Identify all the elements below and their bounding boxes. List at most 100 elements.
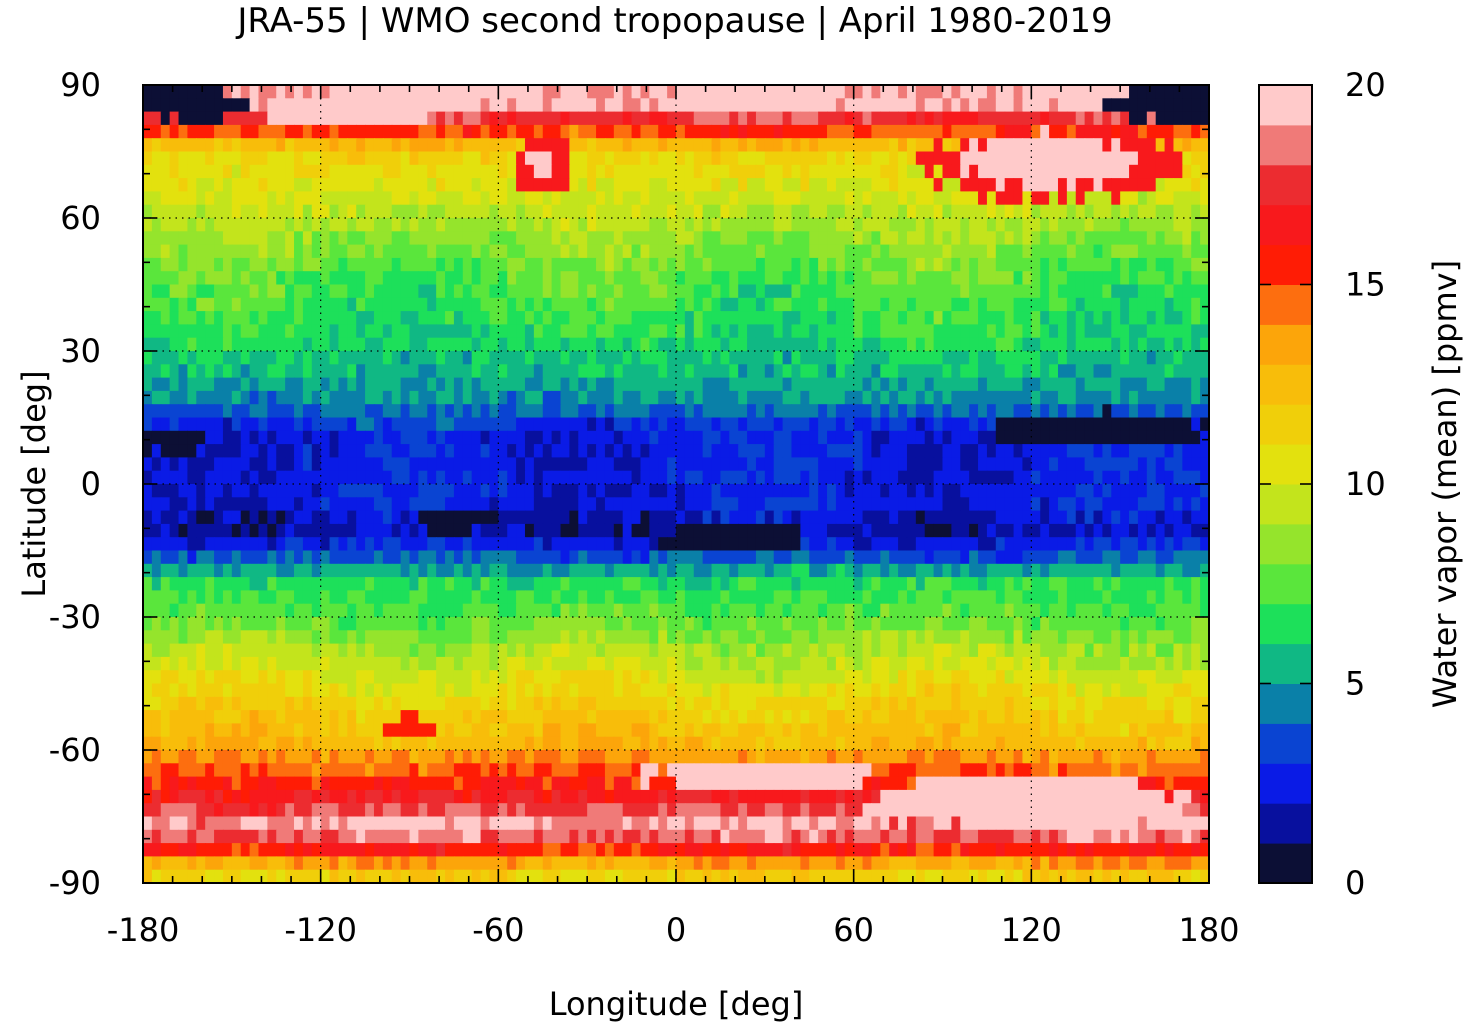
heatmap-cell <box>747 617 757 631</box>
heatmap-cell <box>729 497 739 512</box>
heatmap-cell <box>240 417 251 432</box>
heatmap-cell <box>347 523 357 538</box>
heatmap-cell <box>542 430 553 445</box>
heatmap-cell <box>427 164 437 179</box>
heatmap-cell <box>418 630 428 645</box>
heatmap-cell <box>747 204 757 219</box>
heatmap-cell <box>329 164 340 179</box>
heatmap-cell <box>827 271 837 286</box>
heatmap-cell <box>285 444 295 458</box>
heatmap-cell <box>853 191 864 206</box>
heatmap-cell <box>427 85 437 99</box>
heatmap-cell <box>1155 297 1166 312</box>
heatmap-cell <box>978 603 988 618</box>
heatmap-cell <box>844 510 855 525</box>
heatmap-cell <box>1200 204 1210 219</box>
heatmap-cell <box>560 617 570 631</box>
heatmap-cell <box>347 324 357 339</box>
heatmap-cell <box>143 124 153 139</box>
heatmap-cell <box>320 231 331 246</box>
heatmap-cell <box>1155 257 1166 272</box>
heatmap-cell <box>1146 297 1157 312</box>
heatmap-cell <box>578 417 588 432</box>
heatmap-cell <box>507 563 517 578</box>
heatmap-cell <box>1040 563 1050 578</box>
heatmap-cell <box>702 563 713 578</box>
heatmap-cell <box>711 85 722 99</box>
heatmap-cell <box>489 430 499 445</box>
heatmap-cell <box>1173 138 1183 153</box>
heatmap-cell <box>187 537 197 552</box>
heatmap-cell <box>978 271 988 286</box>
heatmap-cell <box>1102 603 1112 618</box>
heatmap-cell <box>285 124 295 139</box>
heatmap-cell <box>773 484 784 498</box>
heatmap-cell <box>196 510 206 525</box>
heatmap-cell <box>1049 603 1059 618</box>
heatmap-cell <box>205 297 215 312</box>
heatmap-cell <box>258 590 268 605</box>
heatmap-cell <box>480 550 491 565</box>
heatmap-cell <box>516 324 526 339</box>
heatmap-cell <box>676 204 686 219</box>
heatmap-cell <box>1075 191 1086 206</box>
heatmap-cell <box>1013 351 1024 365</box>
heatmap-cell <box>302 630 313 645</box>
heatmap-cell <box>1182 430 1192 445</box>
heatmap-cell <box>551 271 562 286</box>
heatmap-cell <box>533 630 544 645</box>
heatmap-cell <box>809 630 819 645</box>
heatmap-cell <box>524 204 535 219</box>
heatmap-cell <box>827 537 837 552</box>
heatmap-cell <box>906 297 917 312</box>
heatmap-cell <box>613 257 624 272</box>
heatmap-cell <box>640 98 650 113</box>
heatmap-cell <box>1146 577 1157 591</box>
heatmap-cell <box>365 417 375 432</box>
heatmap-cell <box>915 85 926 99</box>
heatmap-cell <box>516 603 526 618</box>
heatmap-cell <box>409 218 419 232</box>
heatmap-cell <box>436 617 446 631</box>
heatmap-cell <box>1102 457 1112 472</box>
heatmap-cell <box>533 470 544 485</box>
heatmap-cell <box>764 204 775 219</box>
heatmap-cell <box>978 218 988 232</box>
heatmap-cell <box>1004 590 1015 605</box>
heatmap-cell <box>196 204 206 219</box>
heatmap-cell <box>178 311 189 325</box>
heatmap-cell <box>231 550 242 565</box>
heatmap-cell <box>1111 484 1121 498</box>
heatmap-cell <box>835 550 846 565</box>
heatmap-cell <box>587 98 597 113</box>
heatmap-cell <box>231 98 242 113</box>
heatmap-cell <box>373 164 384 179</box>
heatmap-cell <box>880 417 890 432</box>
heatmap-cell <box>915 204 926 219</box>
heatmap-cell <box>1191 417 1201 432</box>
heatmap-cell <box>498 191 508 206</box>
heatmap-cell <box>1120 603 1130 618</box>
heatmap-cell <box>1013 417 1024 432</box>
heatmap-cell <box>169 297 180 312</box>
heatmap-cell <box>640 257 650 272</box>
heatmap-cell <box>1191 457 1201 472</box>
heatmap-cell <box>542 138 553 153</box>
heatmap-cell <box>427 630 437 645</box>
heatmap-cell <box>169 204 180 219</box>
heatmap-cell <box>578 523 588 538</box>
heatmap-cell <box>613 111 624 126</box>
heatmap-cell <box>809 337 819 352</box>
heatmap-cell <box>569 311 579 325</box>
heatmap-cell <box>507 297 517 312</box>
heatmap-cell <box>693 603 704 618</box>
heatmap-cell <box>791 138 801 153</box>
heatmap-cell <box>409 244 419 259</box>
heatmap-cell <box>356 390 366 405</box>
heatmap-cell <box>1084 191 1095 206</box>
heatmap-cell <box>445 457 455 472</box>
heatmap-cell <box>311 271 322 286</box>
heatmap-cell <box>231 484 242 498</box>
heatmap-cell <box>587 324 597 339</box>
heatmap-cell <box>1075 603 1086 618</box>
